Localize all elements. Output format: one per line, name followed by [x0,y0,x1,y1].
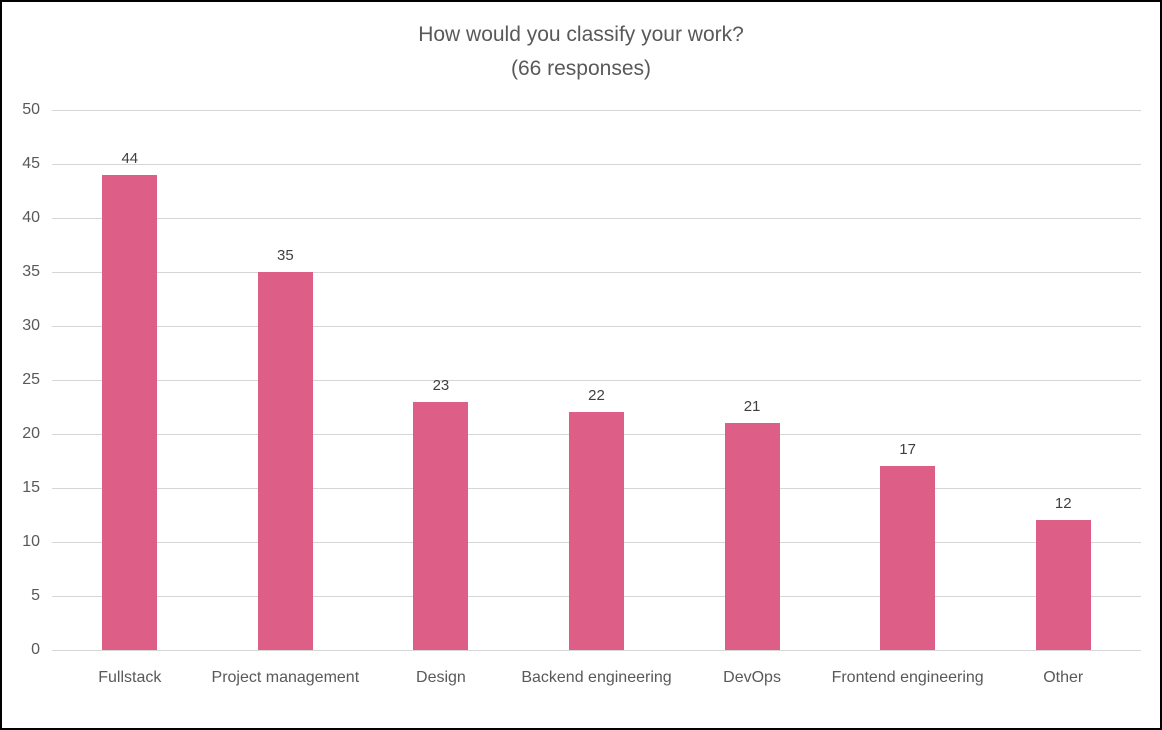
y-axis-tick-label: 50 [22,101,40,118]
bar-value-label: 21 [743,398,761,416]
y-axis-tick-label: 25 [22,371,40,388]
bar [413,401,469,650]
bar [569,412,624,650]
x-axis-category-label: Frontend engineering [831,669,984,686]
bar-value-label: 17 [899,441,916,459]
x-axis-category-label: Fullstack [98,669,162,686]
gridline [52,109,1141,111]
bar [257,272,313,650]
bar-value-label: 23 [432,376,450,394]
x-axis-category-label: Other [1043,669,1084,686]
bar-value-label: 35 [277,247,294,264]
y-axis-tick-label: 15 [22,479,40,496]
y-axis-tick-label: 20 [22,425,40,442]
gridline [52,271,1141,273]
gridline [52,379,1141,381]
gridline [52,163,1141,165]
bar [724,423,780,650]
y-axis-tick-label: 35 [22,263,40,280]
bar [1035,520,1091,650]
gridline [52,217,1141,219]
chart-title-line: How would you classify your work? [418,23,744,46]
gridline [52,325,1141,327]
chart-subtitle: (66 responses) [510,57,652,80]
bar-value-label: 12 [1054,495,1072,513]
y-axis-tick-label: 45 [22,155,40,172]
bar [102,174,158,650]
y-axis-tick-label: 40 [22,209,40,226]
bar [880,466,936,650]
y-axis-tick-label: 30 [22,317,40,334]
x-axis-category-label: Design [416,669,466,686]
y-axis-tick-label: 0 [31,641,40,658]
chart-title: How would you classify your work? (66 re… [2,18,1160,86]
y-axis-tick-label: 5 [31,587,40,604]
y-axis-tick-label: 10 [22,533,40,550]
x-axis-category-label: Project management [211,669,360,686]
x-axis-category-label: Backend engineering [521,669,672,686]
x-axis-category-label: DevOps [723,669,781,686]
bar-value-label: 44 [121,149,139,167]
gridline [52,649,1141,651]
bar-value-label: 22 [588,387,605,405]
